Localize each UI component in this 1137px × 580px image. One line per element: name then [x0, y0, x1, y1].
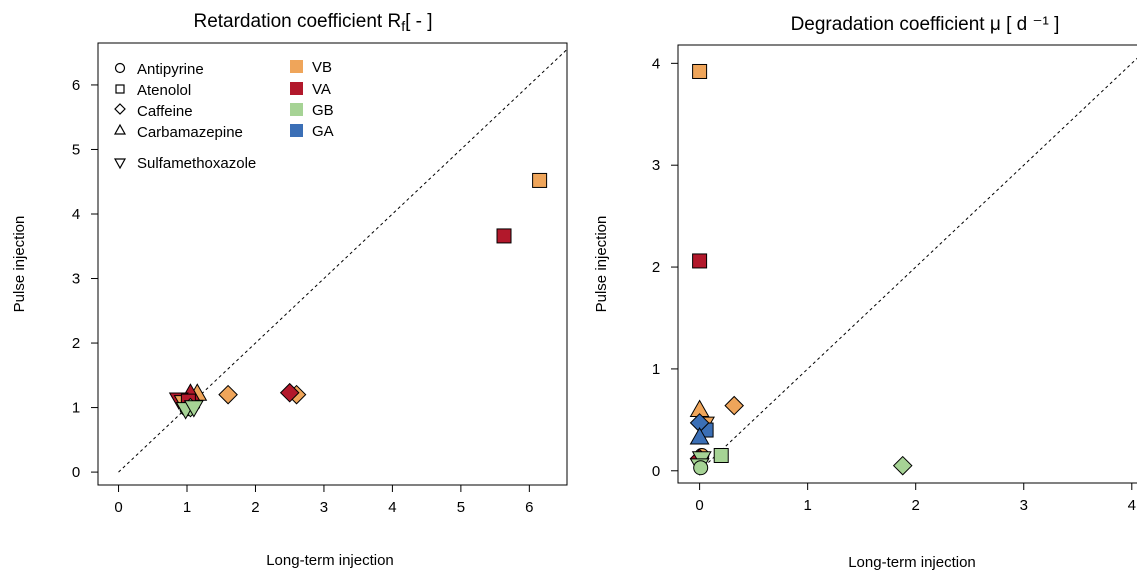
left-x-tick-label: 2: [251, 499, 259, 516]
legend-item-vb: VB: [290, 59, 332, 76]
legend-label: Atenolol: [137, 82, 191, 99]
right-x-ticks: 0 1 2 3 4: [695, 483, 1136, 514]
left-y-tick-label: 5: [72, 141, 80, 158]
legend-circle-marker: [114, 62, 126, 74]
legend-swatch-gb: [290, 103, 303, 116]
right-point-diamond-gb: [892, 455, 913, 476]
right-data-points: [689, 63, 913, 476]
legend-label: Sulfamethoxazole: [137, 155, 256, 172]
left-y-tick-label: 4: [72, 206, 80, 223]
left-data-points: [168, 172, 548, 420]
right-point-square-gb: [713, 447, 729, 463]
right-x-tick-label: 3: [1020, 497, 1028, 514]
legend-triangle-down-marker: [113, 158, 127, 170]
right-x-tick-label: 0: [695, 497, 703, 514]
legend-diamond-marker: [114, 103, 126, 115]
legend-item-sulfamethoxazole: Sulfamethoxazole: [113, 155, 256, 172]
left-y-tick-label: 6: [72, 77, 80, 94]
right-x-axis-label: Long-term injection: [848, 554, 976, 571]
left-y-axis-label: Pulse injection: [11, 216, 28, 313]
legend-item-gb: GB: [290, 102, 334, 119]
legend-colors: VB VA GB GA: [290, 59, 334, 140]
legend-item-atenolol: Atenolol: [115, 82, 191, 99]
legend-item-caffeine: Caffeine: [114, 103, 193, 120]
right-y-tick-label: 0: [652, 463, 660, 480]
legend-label: Carbamazepine: [137, 124, 243, 141]
left-y-tick-label: 2: [72, 335, 80, 352]
right-y-tick-label: 4: [652, 55, 660, 72]
left-x-ticks: 0 1 2 3 4 5 6: [114, 485, 534, 516]
left-x-tick-label: 6: [525, 499, 533, 516]
legend-item-va: VA: [290, 81, 331, 98]
left-x-tick-label: 4: [388, 499, 396, 516]
right-x-tick-label: 2: [912, 497, 920, 514]
left-point-diamond-vb: [218, 384, 238, 405]
legend-label: GA: [312, 123, 334, 140]
legend-label: Caffeine: [137, 103, 193, 120]
right-y-tick-label: 1: [652, 361, 660, 378]
left-legend: Antipyrine Atenolol Caffeine Carbamazepi…: [113, 59, 334, 172]
left-y-tick-label: 0: [72, 464, 80, 481]
right-y-tick-label: 3: [652, 157, 660, 174]
right-point-square-va: [692, 253, 708, 269]
right-y-tick-label: 2: [652, 259, 660, 276]
right-identity-line: [699, 57, 1137, 472]
left-x-tick-label: 3: [320, 499, 328, 516]
left-x-tick-label: 5: [457, 499, 465, 516]
right-y-axis-label: Pulse injection: [593, 216, 610, 313]
right-x-tick-label: 4: [1128, 497, 1136, 514]
left-point-triangle-down-gb: [183, 400, 204, 418]
left-chart-title: Retardation coefficient Rf[ - ]: [193, 11, 432, 34]
legend-item-antipyrine: Antipyrine: [114, 61, 204, 78]
legend-shapes: Antipyrine Atenolol Caffeine Carbamazepi…: [113, 61, 256, 172]
legend-label: VB: [312, 59, 332, 76]
left-y-tick-label: 3: [72, 271, 80, 288]
left-point-diamond-va: [279, 382, 300, 403]
right-chart-title: Degradation coefficient μ [ d ⁻¹ ]: [791, 14, 1060, 35]
left-point-square-va: [496, 228, 512, 244]
right-chart: Degradation coefficient μ [ d ⁻¹ ] 0 1 2 3 4…: [593, 14, 1137, 571]
right-point-triangle-up-ga: [689, 427, 710, 445]
left-x-tick-label: 1: [183, 499, 191, 516]
right-point-square-vb: [692, 63, 708, 79]
right-y-ticks: 0 1 2 3 4: [652, 55, 678, 480]
legend-item-carbamazepine: Carbamazepine: [113, 123, 243, 141]
right-point-circle-gb: [693, 460, 709, 476]
legend-label: VA: [312, 81, 331, 98]
left-y-tick-label: 1: [72, 400, 80, 417]
legend-label: Antipyrine: [137, 61, 204, 78]
legend-triangle-up-marker: [113, 123, 127, 135]
legend-swatch-vb: [290, 60, 303, 73]
legend-item-ga: GA: [290, 123, 334, 140]
legend-square-marker: [115, 84, 125, 94]
left-point-square-vb: [532, 172, 548, 188]
right-plot-frame: [677, 44, 1137, 484]
right-x-tick-label: 1: [803, 497, 811, 514]
right-point-diamond-vb: [724, 395, 744, 416]
legend-swatch-ga: [290, 124, 303, 137]
left-y-ticks: 0 1 2 3 4 5 6: [72, 77, 98, 481]
legend-label: GB: [312, 102, 334, 119]
left-x-axis-label: Long-term injection: [266, 552, 394, 569]
left-x-tick-label: 0: [114, 499, 122, 516]
legend-swatch-va: [290, 82, 303, 95]
